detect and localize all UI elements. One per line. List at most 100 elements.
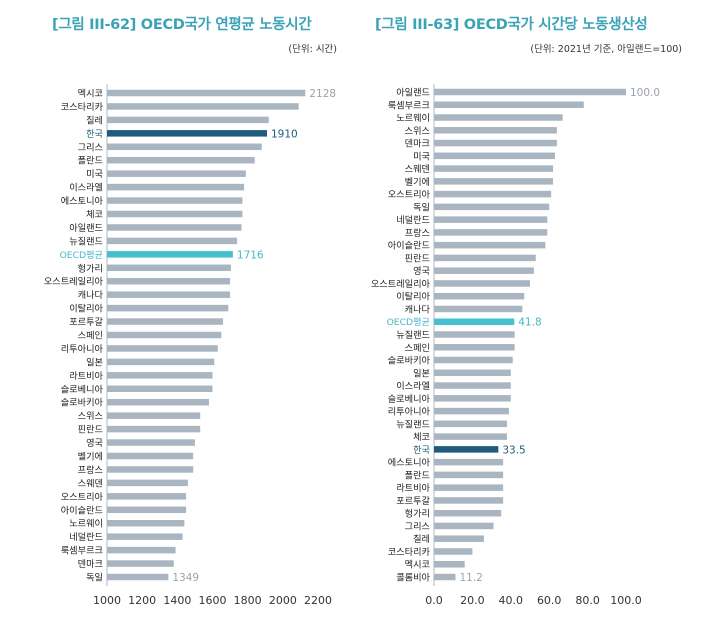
bar <box>107 452 194 460</box>
data-label: 1910 <box>271 128 298 140</box>
bar <box>434 152 555 160</box>
category-label: OECD평균 <box>60 250 103 261</box>
category-label: 스페인 <box>78 331 103 342</box>
x-tick-label: 1600 <box>199 594 227 607</box>
category-label: 오스트리아 <box>388 190 431 201</box>
x-tick-label: 2000 <box>269 594 297 607</box>
data-label: 41.8 <box>518 317 541 329</box>
bar <box>434 407 509 415</box>
bar <box>107 358 215 366</box>
bar <box>107 143 262 151</box>
category-label: 스위스 <box>78 411 103 422</box>
x-tick-label: 20.0 <box>460 594 485 607</box>
category-label: 스위스 <box>405 126 430 137</box>
chart-unit: (단위: 2021년 기준, 아일랜드=100) <box>530 44 682 55</box>
bar <box>107 224 242 231</box>
category-label: 칠레 <box>86 115 103 126</box>
bar <box>434 382 511 389</box>
category-label: 뉴질랜드 <box>69 235 103 247</box>
category-label: 아이슬란드 <box>388 240 430 252</box>
bar <box>107 560 174 567</box>
x-tick-label: 2200 <box>304 594 332 607</box>
bar <box>434 127 557 134</box>
bar <box>434 203 550 211</box>
category-label: 에스토니아 <box>388 458 431 469</box>
category-label: 아이슬란드 <box>61 504 103 516</box>
bar <box>434 344 515 351</box>
bar <box>107 573 169 581</box>
chart-unit: (단위: 시간) <box>288 44 337 55</box>
bar <box>107 493 187 500</box>
category-label: 멕시코 <box>78 89 103 100</box>
bar <box>434 522 494 530</box>
bar <box>107 318 224 325</box>
category-label: 포르투갈 <box>396 495 430 507</box>
bar <box>107 170 246 177</box>
category-label: 헝가리 <box>405 509 430 520</box>
x-tick-label: 1400 <box>163 594 191 607</box>
category-label: 덴마크 <box>405 139 430 150</box>
bar <box>107 103 299 110</box>
category-label: 이스라엘 <box>396 381 430 392</box>
bar <box>107 372 213 379</box>
category-label: 뉴질랜드 <box>396 329 430 341</box>
x-tick-label: 60.0 <box>537 594 562 607</box>
bar <box>434 241 546 249</box>
bar <box>434 318 515 325</box>
category-label: 리투아니아 <box>61 344 104 355</box>
bar <box>107 264 231 272</box>
bar <box>107 130 268 137</box>
data-label: 100.0 <box>630 87 660 99</box>
category-label: 영국 <box>413 266 430 277</box>
data-label: 1716 <box>237 249 264 261</box>
category-label: OECD평균 <box>387 317 430 328</box>
bar <box>434 101 584 109</box>
category-label: 캐나다 <box>405 304 431 315</box>
category-label: 핀란드 <box>405 252 430 264</box>
category-label: 슬로베니아 <box>388 394 431 405</box>
category-label: 미국 <box>86 169 103 180</box>
bar <box>434 216 548 223</box>
bar <box>107 466 194 473</box>
category-label: 오스트레일리아 <box>44 277 104 288</box>
bar <box>107 479 188 487</box>
category-label: 룩셈부르크 <box>61 546 103 557</box>
bar <box>107 439 195 446</box>
bar <box>107 251 233 258</box>
bar <box>107 197 243 204</box>
category-label: 오스트리아 <box>61 492 104 503</box>
category-label: 독일 <box>86 573 103 584</box>
category-label: 덴마크 <box>78 559 103 570</box>
category-label: 폴란드 <box>78 155 103 167</box>
bar <box>434 229 548 236</box>
category-label: 포르투갈 <box>69 316 103 328</box>
category-label: 미국 <box>413 151 430 162</box>
category-label: 체코 <box>413 432 430 443</box>
category-label: 아일랜드 <box>69 223 103 234</box>
data-label: 11.2 <box>460 572 483 584</box>
category-label: 이탈리아 <box>396 291 430 303</box>
bar <box>434 165 554 172</box>
category-label: 라트비아 <box>396 483 430 494</box>
bar <box>107 89 306 97</box>
x-tick-label: 40.0 <box>499 594 524 607</box>
bar <box>107 277 231 285</box>
data-label: 33.5 <box>502 444 525 456</box>
bar <box>107 210 243 218</box>
bar <box>434 573 456 581</box>
bar <box>434 420 507 428</box>
category-label: 영국 <box>86 438 103 449</box>
bar <box>434 292 525 300</box>
x-tick-label: 100.0 <box>610 594 642 607</box>
bar <box>434 369 511 377</box>
category-label: 룩셈부르크 <box>388 100 430 111</box>
category-label: 스웨덴 <box>405 163 430 175</box>
category-label: 아일랜드 <box>396 88 430 99</box>
category-label: 일본 <box>413 368 430 379</box>
bar <box>107 304 229 312</box>
category-label: 네덜란드 <box>69 531 103 543</box>
data-label: 1349 <box>172 572 199 584</box>
category-label: 이스라엘 <box>69 183 103 194</box>
x-tick-label: 80.0 <box>575 594 600 607</box>
